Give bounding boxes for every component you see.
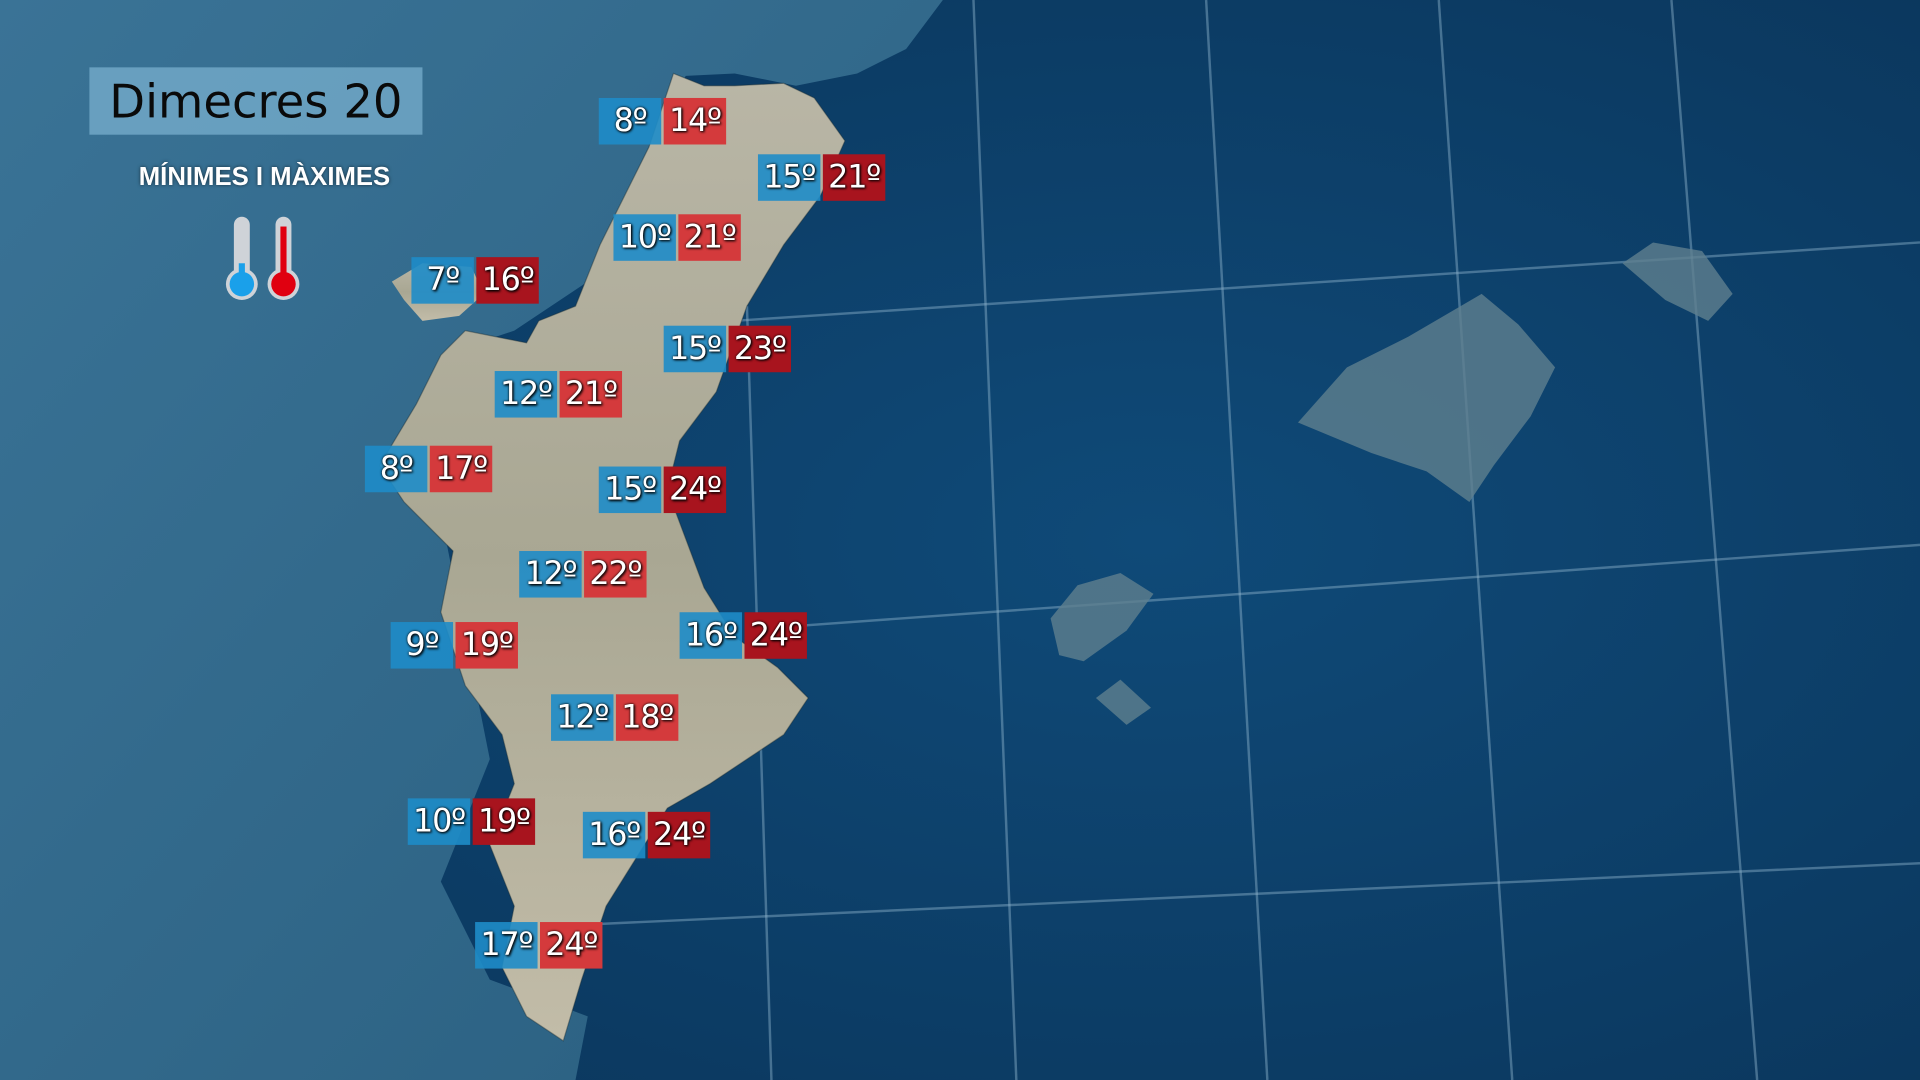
menorca bbox=[1622, 242, 1733, 321]
formentera bbox=[1095, 679, 1152, 725]
min-temperature: 16º bbox=[582, 811, 646, 859]
max-temperature: 21º bbox=[559, 371, 623, 418]
station-temperature-pair: 12º 21º bbox=[494, 371, 623, 418]
max-temperature: 24º bbox=[647, 811, 711, 859]
max-temperature: 24º bbox=[744, 612, 807, 659]
page-title: Dimecres 20 bbox=[109, 74, 403, 128]
station-temperature-pair: 10º 19º bbox=[407, 798, 536, 845]
station-temperature-pair: 15º 24º bbox=[598, 466, 727, 514]
subtitle: MÍNIMES I MÀXIMES bbox=[138, 162, 391, 192]
thermometer-hot-icon bbox=[267, 216, 300, 301]
thermometer-cold-icon bbox=[225, 216, 258, 301]
station-temperature-pair: 7º 16º bbox=[411, 257, 539, 304]
max-temperature: 19º bbox=[455, 622, 518, 669]
max-temperature: 19º bbox=[472, 798, 536, 845]
station-temperature-pair: 16º 24º bbox=[679, 612, 807, 659]
min-temperature: 12º bbox=[551, 694, 614, 741]
min-temperature: 9º bbox=[390, 622, 454, 669]
station-temperature-pair: 17º 24º bbox=[475, 922, 603, 969]
station-temperature-pair: 15º 23º bbox=[663, 325, 792, 373]
min-temperature: 8º bbox=[598, 97, 662, 145]
min-temperature: 8º bbox=[364, 445, 428, 493]
max-temperature: 23º bbox=[728, 325, 792, 373]
max-temperature: 16º bbox=[476, 257, 539, 304]
min-temperature: 15º bbox=[663, 325, 727, 373]
max-temperature: 21º bbox=[822, 154, 886, 201]
max-temperature: 22º bbox=[584, 551, 647, 598]
ibiza bbox=[1050, 573, 1154, 662]
station-temperature-pair: 15º 21º bbox=[757, 154, 886, 201]
station-temperature-pair: 12º 18º bbox=[551, 694, 679, 741]
min-temperature: 10º bbox=[613, 214, 676, 261]
mallorca bbox=[1297, 293, 1556, 503]
max-temperature: 18º bbox=[615, 694, 679, 741]
title-box: Dimecres 20 bbox=[89, 67, 423, 135]
station-temperature-pair: 9º 19º bbox=[390, 622, 518, 669]
station-temperature-pair: 16º 24º bbox=[582, 811, 711, 859]
station-temperature-pair: 8º 17º bbox=[364, 445, 493, 493]
station-temperature-pair: 12º 22º bbox=[519, 551, 647, 598]
grid-lines bbox=[587, 0, 1920, 1080]
max-temperature: 24º bbox=[663, 466, 727, 514]
max-temperature: 17º bbox=[429, 445, 493, 493]
min-temperature: 7º bbox=[411, 257, 474, 304]
min-temperature: 12º bbox=[519, 551, 582, 598]
min-temperature: 17º bbox=[475, 922, 538, 969]
min-temperature: 16º bbox=[679, 612, 743, 659]
station-temperature-pair: 10º 21º bbox=[613, 214, 741, 261]
min-temperature: 10º bbox=[407, 798, 471, 845]
min-temperature: 15º bbox=[598, 466, 662, 514]
max-temperature: 24º bbox=[540, 922, 603, 969]
station-temperature-pair: 8º 14º bbox=[598, 97, 727, 145]
max-temperature: 21º bbox=[678, 214, 741, 261]
thermometer-legend bbox=[225, 216, 300, 301]
max-temperature: 14º bbox=[663, 97, 727, 145]
min-temperature: 15º bbox=[757, 154, 821, 201]
min-temperature: 12º bbox=[494, 371, 558, 418]
